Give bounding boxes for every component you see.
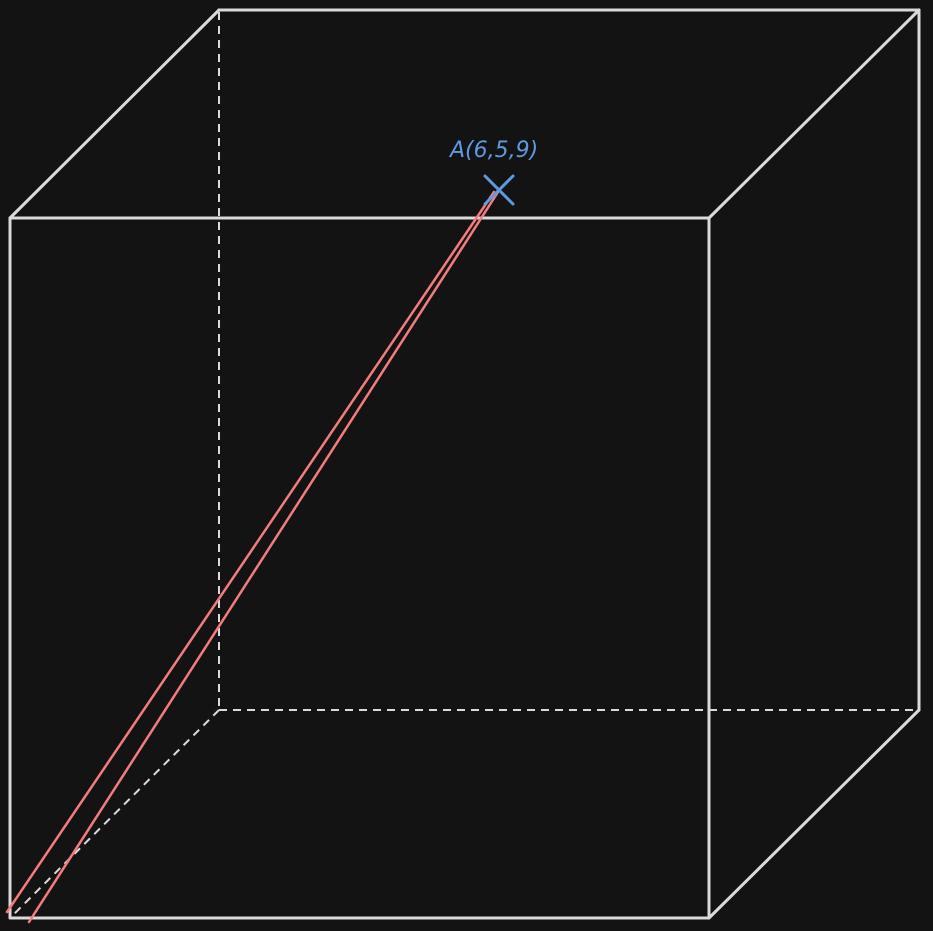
hidden-edges: [9, 12, 919, 919]
point-a-marker: [483, 174, 515, 206]
ray-line-1: [5, 190, 496, 914]
top-right-depth-edge: [707, 8, 921, 220]
cross-stroke-2: [483, 174, 515, 206]
point-a-label: A(6,5,9): [448, 138, 538, 163]
rays: [5, 190, 500, 924]
bottom-left-depth-edge: [9, 709, 220, 919]
bottom-right-depth-edge: [707, 708, 921, 920]
ray-line-2: [27, 190, 500, 924]
top-left-depth-edge: [8, 8, 221, 220]
visible-edges: [8, 8, 921, 920]
